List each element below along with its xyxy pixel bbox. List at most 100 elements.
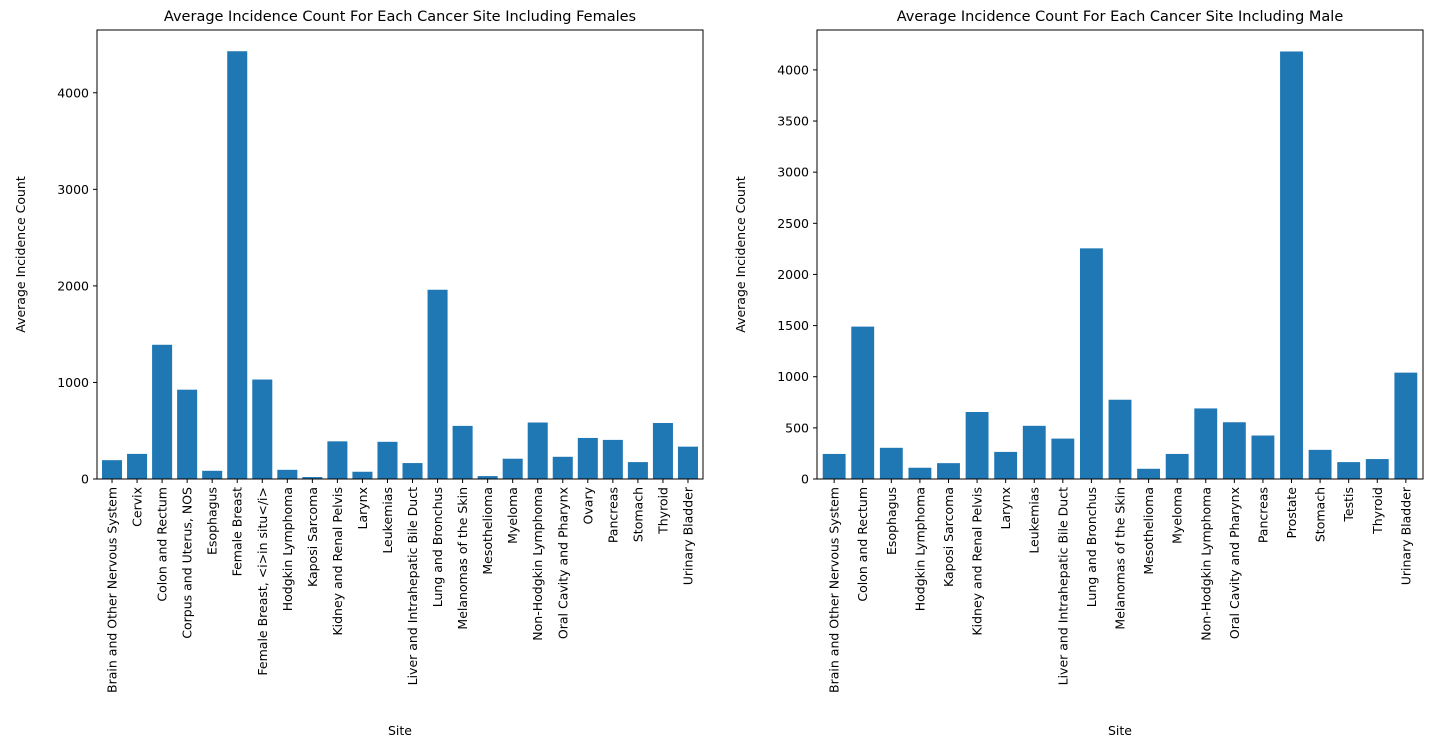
chart-panel-male: Average Incidence Count For Each Cancer … <box>733 9 1424 738</box>
x-tick-label-male-19: Thyroid <box>1370 487 1385 535</box>
bar-male-19 <box>1365 459 1389 479</box>
chart-title-females: Average Incidence Count For Each Cancer … <box>164 9 636 25</box>
bar-male-8 <box>1051 438 1075 479</box>
y-axis-label-male: Average Incidence Count <box>733 176 748 333</box>
bar-females-10 <box>352 471 373 479</box>
x-tick-label-male-15: Pancreas <box>1255 487 1270 543</box>
x-tick-label-male-14: Oral Cavity and Pharynx <box>1227 487 1242 639</box>
bar-females-7 <box>277 469 298 479</box>
bar-females-22 <box>652 423 673 479</box>
bar-male-2 <box>879 447 903 479</box>
y-tick-label-females-2: 2000 <box>57 278 89 293</box>
x-tick-label-females-6: Female Breast, <i>in situ</i> <box>255 487 270 676</box>
bar-females-1 <box>127 453 148 479</box>
x-tick-label-females-18: Oral Cavity and Pharynx <box>555 487 570 639</box>
bar-male-5 <box>965 412 989 479</box>
y-tick-label-females-0: 0 <box>81 472 89 487</box>
x-tick-label-male-4: Kaposi Sarcoma <box>941 487 956 587</box>
y-tick-label-females-3: 3000 <box>57 182 89 197</box>
bar-male-20 <box>1394 372 1418 479</box>
y-tick-label-females-4: 4000 <box>57 85 89 100</box>
x-axis-label-females: Site <box>388 723 412 738</box>
bar-male-7 <box>1022 425 1046 479</box>
y-tick-label-females-1: 1000 <box>57 375 89 390</box>
bar-females-17 <box>527 422 548 479</box>
axes-frame-male <box>816 29 1424 480</box>
y-axis-label-females: Average Incidence Count <box>13 176 28 333</box>
x-tick-label-females-23: Urinary Bladder <box>680 486 695 585</box>
x-tick-label-male-10: Melanomas of the Skin <box>1113 487 1128 630</box>
bar-male-3 <box>908 467 932 479</box>
x-tick-label-females-2: Colon and Rectum <box>155 487 170 602</box>
bar-females-8 <box>302 477 323 479</box>
bar-females-3 <box>177 389 198 479</box>
bar-male-0 <box>822 453 846 479</box>
x-tick-label-male-16: Prostate <box>1284 487 1299 539</box>
x-tick-label-male-17: Stomach <box>1313 487 1328 542</box>
bar-females-0 <box>102 460 123 479</box>
x-tick-label-male-11: Mesothelioma <box>1141 487 1156 575</box>
bar-females-11 <box>377 441 398 479</box>
bar-male-13 <box>1194 408 1218 479</box>
x-tick-label-male-13: Non-Hodgkin Lymphoma <box>1198 487 1213 641</box>
bar-females-6 <box>252 379 273 479</box>
x-tick-label-females-21: Stomach <box>630 487 645 542</box>
x-tick-label-females-5: Female Breast <box>230 487 245 576</box>
chart-title-male: Average Incidence Count For Each Cancer … <box>897 9 1344 25</box>
y-tick-label-male-8: 4000 <box>777 62 809 77</box>
bar-females-14 <box>452 425 473 479</box>
x-ticks-male: Brain and Other Nervous System Colon and … <box>827 479 1413 693</box>
bar-male-18 <box>1337 462 1361 479</box>
x-tick-label-male-5: Kidney and Renal Pelvis <box>970 487 985 636</box>
bar-male-1 <box>851 326 875 479</box>
x-tick-label-females-3: Corpus and Uterus, NOS <box>180 487 195 639</box>
bar-male-14 <box>1222 422 1246 479</box>
x-tick-label-females-13: Lung and Bronchus <box>430 487 445 607</box>
bar-male-16 <box>1280 51 1303 479</box>
x-tick-label-females-10: Larynx <box>355 487 370 529</box>
bar-females-9 <box>327 441 348 479</box>
x-tick-label-male-0: Brain and Other Nervous System <box>827 487 842 693</box>
axes-frame-females <box>96 29 704 480</box>
x-tick-label-females-14: Melanomas of the Skin <box>455 487 470 630</box>
bar-females-16 <box>502 458 523 479</box>
bar-females-21 <box>627 462 648 479</box>
x-tick-label-male-7: Leukemias <box>1027 487 1042 554</box>
bar-females-15 <box>477 476 498 479</box>
bar-male-15 <box>1251 435 1275 479</box>
x-tick-label-females-15: Mesothelioma <box>480 487 495 575</box>
bar-male-17 <box>1308 449 1332 479</box>
bar-females-13 <box>427 289 448 479</box>
x-tick-label-male-20: Urinary Bladder <box>1398 486 1413 585</box>
x-tick-label-females-20: Pancreas <box>605 487 620 543</box>
y-ticks-females: 0 1000 2000 3000 4000 <box>57 85 97 487</box>
bar-females-4 <box>202 470 223 479</box>
x-tick-label-females-12: Liver and Intrahepatic Bile Duct <box>405 487 420 685</box>
x-tick-label-females-17: Non-Hodgkin Lymphoma <box>530 487 545 641</box>
x-tick-label-females-8: Kaposi Sarcoma <box>305 487 320 587</box>
bar-females-12 <box>402 463 423 479</box>
y-tick-label-male-4: 2000 <box>777 267 809 282</box>
bar-females-2 <box>152 344 173 479</box>
y-tick-label-male-6: 3000 <box>777 165 809 180</box>
x-tick-label-females-4: Esophagus <box>205 487 220 555</box>
chart-panel-females: Average Incidence Count For Each Cancer … <box>13 9 704 738</box>
y-tick-label-male-3: 1500 <box>777 318 809 333</box>
x-ticks-females: Brain and Other Nervous System Cervix Colo… <box>105 479 695 693</box>
bars-females <box>102 51 698 480</box>
x-tick-label-females-0: Brain and Other Nervous System <box>105 487 120 693</box>
x-tick-label-females-19: Ovary <box>580 486 595 524</box>
bar-male-4 <box>937 463 960 479</box>
x-tick-label-male-12: Myeloma <box>1170 487 1185 544</box>
x-tick-label-male-18: Testis <box>1341 487 1356 523</box>
x-tick-label-females-16: Myeloma <box>505 487 520 544</box>
bars-male <box>822 51 1418 479</box>
y-tick-label-male-2: 1000 <box>777 369 809 384</box>
bar-male-11 <box>1137 468 1161 479</box>
bar-females-18 <box>552 456 573 479</box>
x-tick-label-male-8: Liver and Intrahepatic Bile Duct <box>1055 487 1070 685</box>
x-tick-label-male-9: Lung and Bronchus <box>1084 487 1099 607</box>
y-ticks-male: 0 500 1000 1500 2000 2500 3000 3500 4000 <box>777 62 817 487</box>
bar-male-9 <box>1079 248 1103 479</box>
x-tick-label-male-6: Larynx <box>998 487 1013 529</box>
